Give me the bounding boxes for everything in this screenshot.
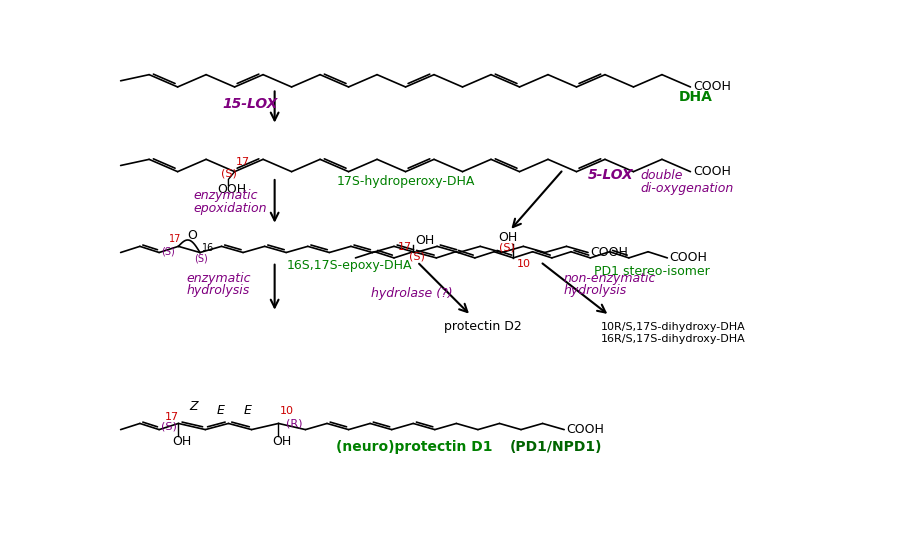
Text: E: E: [217, 404, 224, 417]
Text: epoxidation: epoxidation: [194, 202, 267, 215]
Text: DHA: DHA: [679, 90, 713, 104]
Text: enzymatic: enzymatic: [186, 272, 251, 285]
Text: hydrolysis: hydrolysis: [186, 284, 249, 297]
Text: (R): (R): [286, 419, 302, 428]
Text: OH: OH: [415, 234, 434, 247]
Text: COOH: COOH: [566, 423, 605, 436]
Text: 16: 16: [202, 243, 213, 253]
Text: (S): (S): [161, 422, 178, 432]
Text: 16S,17S-epoxy-DHA: 16S,17S-epoxy-DHA: [286, 259, 411, 272]
Text: PD1 stereo-isomer: PD1 stereo-isomer: [594, 265, 710, 278]
Text: (S): (S): [499, 242, 516, 252]
Text: di-oxygenation: di-oxygenation: [640, 181, 734, 195]
Text: 10R/S,17S-dihydroxy-DHA: 10R/S,17S-dihydroxy-DHA: [600, 322, 745, 331]
Text: 15-LOX: 15-LOX: [223, 97, 278, 111]
Text: (neuro)protectin D1: (neuro)protectin D1: [336, 440, 493, 454]
Text: E: E: [244, 404, 252, 417]
Text: 17S-hydroperoxy-DHA: 17S-hydroperoxy-DHA: [336, 175, 474, 187]
Text: protectin D2: protectin D2: [444, 319, 522, 332]
Text: Z: Z: [190, 399, 198, 413]
Text: 16R/S,17S-dihydroxy-DHA: 16R/S,17S-dihydroxy-DHA: [600, 334, 745, 344]
Text: (S): (S): [409, 251, 425, 262]
Text: (S): (S): [161, 246, 175, 256]
Text: hydrolysis: hydrolysis: [563, 284, 627, 297]
Text: OOH: OOH: [218, 183, 246, 196]
Text: O: O: [187, 229, 197, 241]
Text: double: double: [640, 169, 683, 183]
Text: (S): (S): [221, 168, 236, 178]
Text: non-enzymatic: non-enzymatic: [563, 272, 656, 285]
Text: 10: 10: [280, 406, 294, 416]
Text: 17: 17: [236, 157, 250, 167]
Text: (PD1/NPD1): (PD1/NPD1): [509, 440, 602, 454]
Text: 5-LOX: 5-LOX: [588, 168, 634, 183]
Text: COOH: COOH: [590, 246, 628, 259]
Text: OH: OH: [498, 231, 518, 244]
Text: OH: OH: [172, 435, 191, 448]
Text: enzymatic: enzymatic: [194, 189, 258, 202]
Text: COOH: COOH: [692, 165, 731, 178]
Text: COOH: COOH: [692, 81, 731, 93]
Text: 17: 17: [169, 234, 181, 245]
Text: 10: 10: [517, 259, 530, 269]
Text: (S): (S): [194, 254, 208, 264]
Text: COOH: COOH: [670, 251, 707, 264]
Text: 17: 17: [165, 411, 179, 422]
Text: hydrolase (?): hydrolase (?): [371, 287, 453, 300]
Text: OH: OH: [272, 435, 291, 448]
Text: 17: 17: [398, 242, 412, 252]
